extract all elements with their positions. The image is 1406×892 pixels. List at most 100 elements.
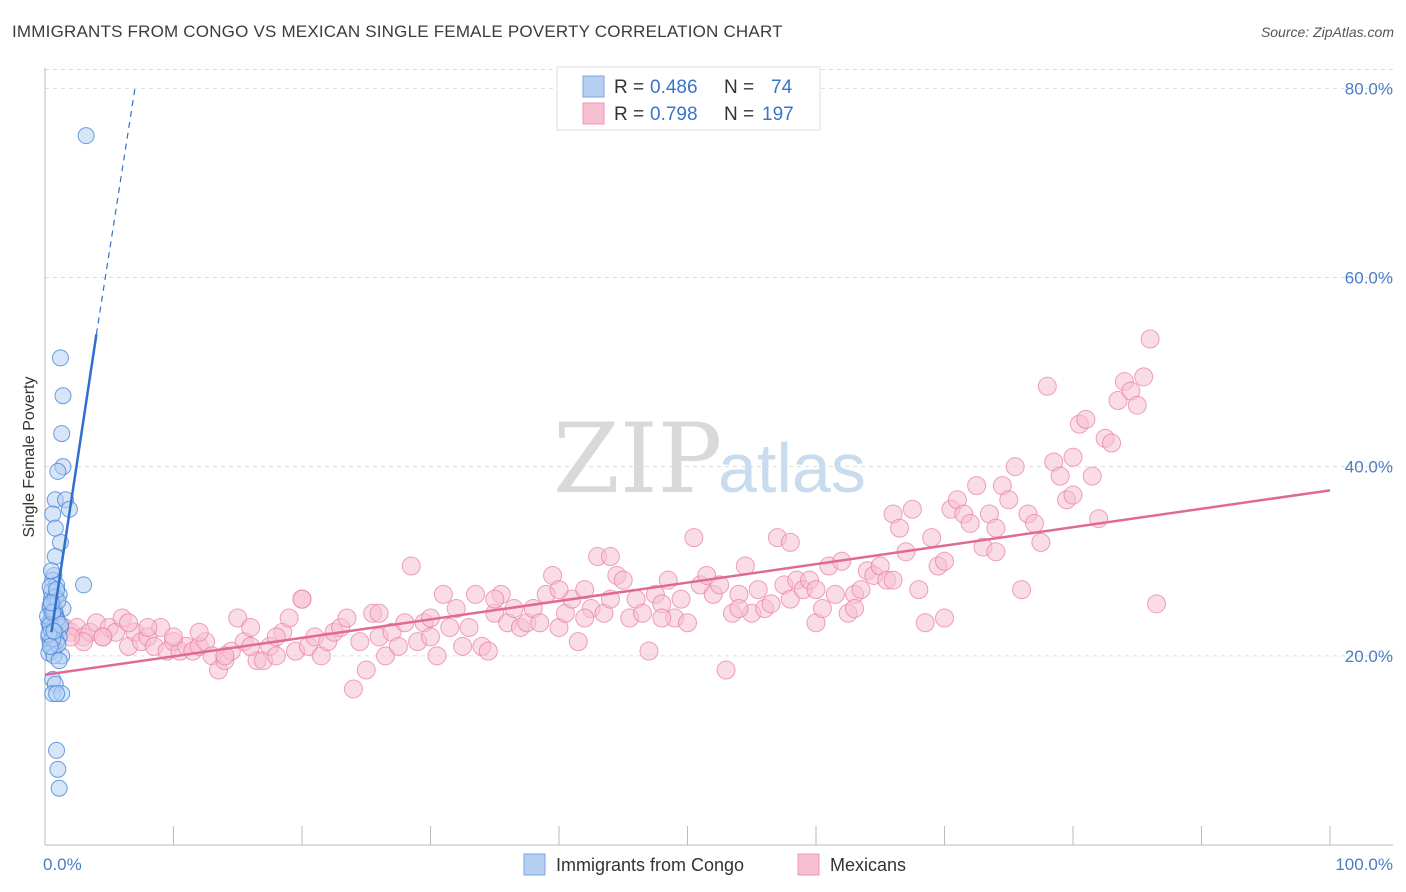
mexicans-point	[440, 617, 460, 637]
congo-point	[49, 760, 67, 778]
mexicans-point	[241, 617, 261, 637]
mexicans-point	[600, 547, 620, 567]
mexicans-point	[138, 617, 158, 637]
legend-top: R = 0.486 N = 74 R = 0.798 N = 197	[556, 66, 821, 131]
mexicans-point	[575, 580, 595, 600]
gridlines	[45, 68, 1393, 657]
legend-bottom: Immigrants from Congo Mexicans	[523, 853, 906, 876]
mexicans-point	[1082, 466, 1102, 486]
mexicans-point	[292, 589, 312, 609]
y-tick-label-20: 20.0%	[1345, 647, 1393, 666]
mexicans-point	[1031, 532, 1051, 552]
mexicans-point	[761, 594, 781, 614]
congo-point	[54, 387, 72, 405]
axes	[44, 68, 1393, 846]
x-tick-label-100: 100.0%	[1335, 855, 1393, 874]
mexicans-point	[902, 499, 922, 519]
mexicans-point	[1140, 329, 1160, 349]
mexicans-point	[716, 660, 736, 680]
legend-congo-swatch	[523, 853, 546, 876]
mexicans-point	[266, 646, 286, 666]
legend-blue-r-value: 0.486	[650, 77, 698, 98]
legend-mexicans-swatch	[797, 853, 820, 876]
mexicans-point	[825, 584, 845, 604]
congo-point	[44, 505, 62, 523]
x-tick-label-0: 0.0%	[43, 855, 82, 874]
mexicans-point	[356, 660, 376, 680]
legend-pink-swatch	[582, 102, 605, 125]
congo-point	[75, 576, 93, 594]
mexicans-point	[465, 584, 485, 604]
congo-point	[41, 637, 59, 655]
mexicans-point	[922, 528, 942, 548]
mexicans-point	[164, 627, 183, 647]
mexicans-point	[935, 551, 954, 571]
mexicans-point	[446, 599, 466, 619]
chart-source: Source: ZipAtlas.com	[1260, 24, 1394, 40]
mexicans-point	[613, 570, 633, 590]
mexicans-point	[337, 608, 357, 628]
mexicans-point	[568, 632, 588, 652]
mexicans-point	[890, 518, 910, 538]
watermark: ZIP atlas	[553, 403, 866, 515]
mexicans-point	[909, 580, 929, 600]
mexicans-point	[806, 580, 826, 600]
mexicans-point	[350, 632, 370, 652]
mexicans-point	[376, 646, 396, 666]
mexicans-point	[1063, 447, 1083, 467]
congo-point	[45, 622, 63, 640]
mexicans-point	[999, 490, 1019, 510]
tick-labels: 20.0% 40.0% 60.0% 80.0% 0.0% 100.0%	[43, 79, 1393, 874]
y-tick-label-40: 40.0%	[1345, 458, 1393, 477]
mexicans-point	[478, 641, 498, 661]
mexicans-point	[639, 641, 659, 661]
mexicans-point	[1050, 466, 1070, 486]
congo-trend-line	[50, 334, 98, 633]
mexicans-point	[1147, 594, 1167, 614]
legend-pink-n-value: 197	[762, 104, 794, 125]
legend-pink-n-label: N =	[724, 104, 754, 125]
mexicans-point	[369, 603, 389, 623]
watermark-zip: ZIP	[553, 403, 722, 515]
mexicans-point	[1134, 367, 1154, 387]
mexicans-point	[485, 589, 505, 609]
mexicans-point	[960, 513, 980, 533]
y-tick-label-80: 80.0%	[1345, 79, 1393, 98]
mexicans-point	[851, 580, 871, 600]
mexicans-point	[575, 608, 595, 628]
mexicans-point	[1024, 513, 1044, 533]
legend-blue-n-label: N =	[724, 77, 754, 98]
legend-blue-r-label: R =	[614, 77, 644, 98]
mexicans-point	[453, 636, 473, 656]
legend-blue-swatch	[582, 75, 605, 98]
mexicans-point	[678, 613, 697, 633]
mexicans-point	[812, 599, 832, 619]
mexicans-point	[1037, 376, 1057, 396]
mexicans-point	[633, 603, 653, 623]
mexicans-point	[93, 627, 113, 647]
mexicans-point	[530, 613, 550, 633]
congo-point	[77, 127, 95, 145]
mexicans-point	[1102, 433, 1122, 453]
mexicans-trend-line	[44, 489, 1331, 676]
mexicans-point	[780, 589, 800, 609]
congo-point	[46, 519, 64, 537]
mexicans-point	[279, 608, 299, 628]
mexicans-point	[986, 518, 1006, 538]
mexicans-point	[228, 608, 248, 628]
mexicans-point	[433, 584, 453, 604]
trend-lines	[44, 88, 1331, 676]
mexicans-point	[189, 622, 209, 642]
mexicans-point	[1012, 580, 1032, 600]
legend-mexicans-label: Mexicans	[830, 855, 906, 875]
congo-point	[53, 425, 71, 443]
mexicans-point	[780, 532, 800, 552]
mexicans-point	[883, 570, 903, 590]
mexicans-point	[343, 679, 363, 699]
mexicans-point	[459, 617, 479, 637]
mexicans-point	[967, 476, 987, 496]
mexicans-point	[845, 599, 865, 619]
watermark-atlas: atlas	[718, 429, 866, 507]
congo-point	[50, 652, 68, 670]
